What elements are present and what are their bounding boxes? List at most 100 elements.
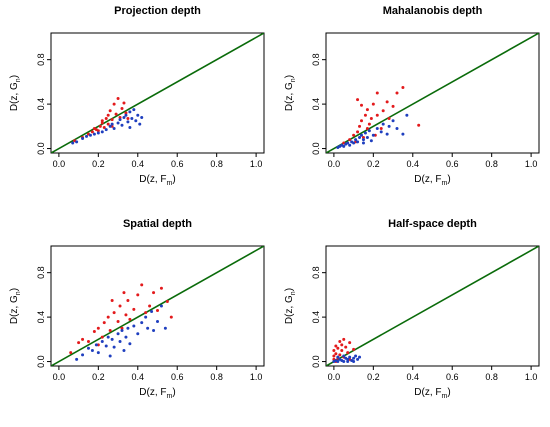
y-axis-label: D(z, Gn): [284, 288, 297, 324]
scatter-plot-mahalanobis: Mahalanobis depth 0.0 0.2 0.4 0.6 0.8 1.0 0.0 0.…: [284, 5, 540, 187]
red-point: [346, 351, 350, 355]
blue-point: [352, 356, 356, 360]
red-point: [156, 308, 159, 312]
panel-spatial-depth: Spatial depth 0.0 0.2 0.4 0.6 0.8 1.0 0.0 0.4 0.8…: [0, 213, 275, 426]
blue-point: [75, 357, 79, 361]
x-tick-label: 0.4: [132, 372, 145, 382]
blue-point: [88, 133, 92, 137]
blue-point: [86, 346, 90, 350]
red-point: [122, 101, 126, 105]
red-point: [116, 320, 120, 324]
red-point: [395, 91, 399, 95]
blue-point: [106, 335, 110, 339]
blue-point: [128, 125, 132, 129]
blue-point: [124, 335, 128, 339]
plot-frame: [325, 32, 540, 154]
red-point: [332, 348, 336, 352]
red-point: [81, 337, 85, 341]
blue-point: [128, 342, 132, 346]
blue-point: [108, 124, 112, 128]
red-point: [334, 344, 338, 348]
red-point: [108, 109, 112, 113]
blue-point: [108, 354, 112, 358]
blue-point: [342, 360, 346, 364]
blue-point: [110, 337, 114, 341]
red-point: [391, 104, 395, 108]
blue-point: [163, 326, 167, 330]
y-tick-label: 0.0: [36, 142, 46, 155]
y-tick-label: 0.4: [36, 311, 46, 324]
red-point: [90, 130, 94, 134]
x-axis-label: D(z, Fm): [139, 387, 175, 400]
red-point: [381, 109, 385, 113]
blue-point: [116, 121, 120, 125]
red-point: [385, 100, 389, 104]
x-tick-label: 0.0: [328, 372, 341, 382]
red-point: [128, 317, 132, 321]
x-tick-label: 0.4: [132, 159, 145, 169]
plot-title: Spatial depth: [123, 218, 192, 230]
x-tick-label: 0.8: [210, 372, 223, 382]
blue-point: [346, 141, 350, 145]
blue-point: [100, 340, 104, 344]
red-point: [106, 113, 110, 117]
y-tick-label: 0.4: [311, 98, 321, 111]
blue-point: [348, 143, 352, 147]
y-axis-label: D(z, Gn): [9, 75, 22, 111]
reference-line-y-equals-x: [326, 246, 539, 366]
blue-point: [92, 132, 96, 136]
y-tick-label: 0.8: [311, 53, 321, 66]
red-point: [112, 102, 116, 106]
plot-frame: [50, 32, 265, 154]
x-tick-label: 0.8: [485, 159, 498, 169]
red-point: [344, 345, 348, 349]
blue-point: [348, 355, 352, 359]
blue-point: [395, 127, 399, 131]
blue-point: [120, 328, 124, 332]
blue-point: [360, 133, 363, 137]
red-point: [110, 298, 114, 302]
blue-point: [104, 344, 108, 348]
red-point: [94, 128, 98, 132]
red-point: [375, 113, 379, 117]
blue-point: [136, 332, 140, 336]
blue-point: [71, 141, 75, 145]
red-point: [126, 117, 130, 121]
blue-point: [112, 345, 116, 349]
y-tick-label: 0.8: [36, 266, 46, 279]
plot-title: Projection depth: [114, 5, 201, 17]
red-point: [98, 124, 102, 128]
blue-point: [375, 127, 379, 131]
blue-point: [100, 130, 104, 134]
blue-point: [128, 110, 132, 114]
red-point: [108, 328, 112, 332]
red-point: [356, 98, 360, 102]
red-point: [369, 117, 373, 121]
blue-point: [110, 122, 114, 126]
x-tick-label: 0.0: [53, 159, 66, 169]
blue-point: [104, 128, 108, 132]
blue-point: [342, 144, 346, 148]
blue-point: [132, 108, 136, 112]
blue-point: [342, 354, 346, 358]
y-axis-label: D(z, Gn): [9, 288, 22, 324]
blue-point: [122, 115, 126, 119]
red-point: [361, 135, 365, 139]
red-point: [96, 326, 100, 330]
red-point: [365, 108, 369, 112]
red-point: [120, 326, 124, 330]
blue-point: [136, 113, 140, 117]
red-point: [100, 335, 104, 339]
red-point: [92, 330, 96, 334]
blue-point: [134, 119, 138, 123]
red-point: [338, 353, 342, 357]
red-point: [118, 115, 122, 119]
reference-line-y-equals-x: [51, 246, 264, 366]
blue-point: [140, 115, 144, 119]
blue-point: [152, 328, 156, 332]
blue-point: [118, 340, 122, 344]
red-point: [140, 283, 144, 287]
red-point: [169, 315, 173, 319]
red-point: [342, 337, 346, 341]
red-point: [371, 102, 375, 106]
